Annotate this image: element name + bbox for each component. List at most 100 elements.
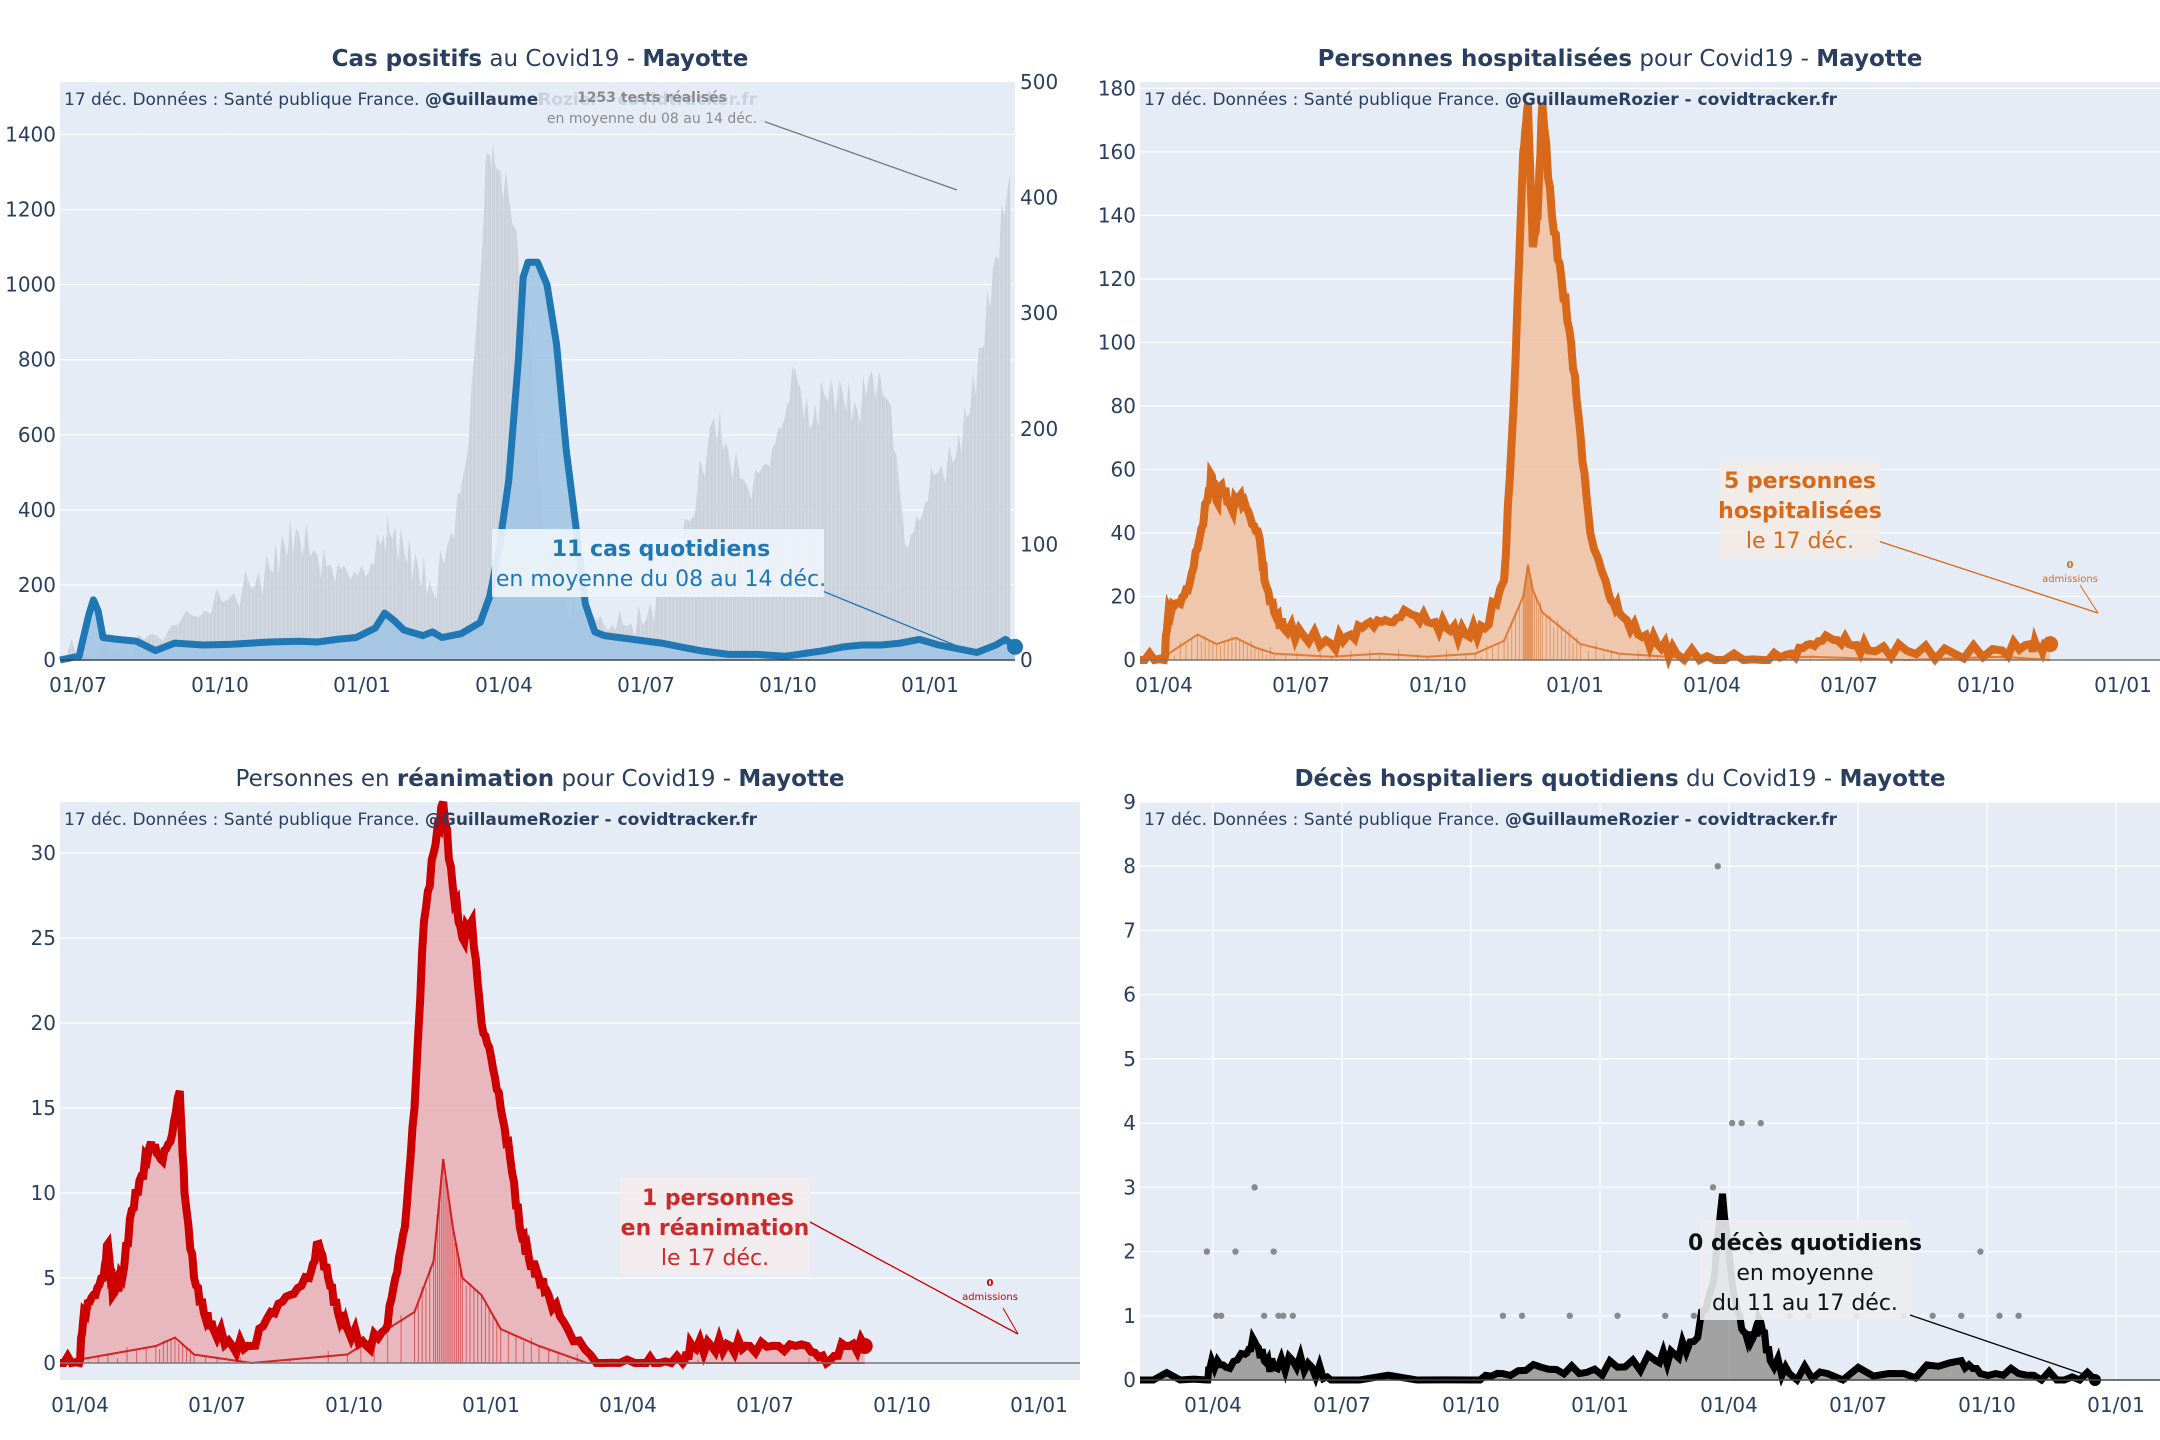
- x-tick-label: 01/04: [1135, 673, 1193, 697]
- cases-chart: Cas positifs au Covid19 - Mayotte 0 200 40…: [5, 46, 1058, 697]
- y-tick-label: 160: [1098, 140, 1136, 164]
- source-note: 17 déc. Données : Santé publique France.…: [1144, 90, 1838, 110]
- deaths-daily-dot: [1251, 1184, 1258, 1191]
- plot-area: [1140, 82, 2160, 660]
- rea-chart: Personnes en réanimation pour Covid19 - …: [31, 766, 1080, 1417]
- rea-admissions-label: admissions: [962, 1292, 1018, 1303]
- x-axis: 01/07 01/10 01/01 01/04 01/07 01/10 01/01: [49, 673, 959, 697]
- x-tick-label: 01/04: [1184, 1393, 1242, 1417]
- y-tick-label: 1000: [5, 273, 56, 297]
- rea-admissions-value: 0: [987, 1278, 994, 1289]
- y-axis: 0 20 40 60 80 100 120 140 160 180: [1098, 76, 1136, 672]
- x-tick-label: 01/01: [1546, 673, 1604, 697]
- y-tick-label: 100: [1098, 330, 1136, 354]
- rea-admissions-arrow: [1002, 1307, 1019, 1335]
- hosp-last-point: [2042, 636, 2059, 653]
- source-note: 17 déc. Données : Santé publique France.…: [64, 810, 758, 830]
- x-tick-label: 01/07: [1313, 1393, 1371, 1417]
- x-tick-label: 01/04: [599, 1393, 657, 1417]
- x-tick-label: 01/10: [191, 673, 249, 697]
- cases-last-point: [1007, 638, 1023, 655]
- x-axis: 01/04 01/07 01/10 01/01 01/04 01/07 01/10 01/01: [1184, 1393, 2145, 1417]
- deaths-daily-dot: [1662, 1312, 1669, 1319]
- chart-title: Personnes hospitalisées pour Covid19 - M…: [1318, 46, 1923, 72]
- x-tick-label: 01/04: [1700, 1393, 1758, 1417]
- deaths-daily-dot: [1203, 1248, 1211, 1255]
- deaths-daily-dot: [1738, 1119, 1745, 1127]
- tests-annotation-arrow: [759, 119, 958, 191]
- x-tick-label: 01/07: [1829, 1393, 1887, 1417]
- x-tick-label: 01/10: [1409, 673, 1467, 697]
- y-tick-label: 5: [43, 1266, 56, 1290]
- x-tick-label: 01/01: [901, 673, 959, 697]
- hosp-admissions-label: admissions: [2042, 574, 2098, 585]
- y-tick-label: 40: [1111, 521, 1136, 545]
- hosp-admissions-value: 0: [2067, 560, 2074, 571]
- deaths-daily-dot: [1977, 1248, 1984, 1255]
- series-layer: [1139, 103, 2160, 670]
- x-tick-label: 01/07: [617, 673, 675, 697]
- y-tick-label: 60: [1111, 457, 1136, 481]
- x-tick-label: 01/01: [2094, 673, 2152, 697]
- y-tick-label: 9: [1123, 790, 1136, 814]
- y-axis-left: 0 200 400 600 800 1000 1200 1400: [5, 123, 56, 672]
- cases-area: [60, 262, 1015, 660]
- cases-annotation-text: en moyenne du 08 au 14 déc.: [496, 567, 826, 592]
- deaths-annotation-arrow: [1909, 1314, 2096, 1379]
- tests-annotation-title: 1253 tests réalisés: [577, 90, 727, 106]
- y-axis-right: 0 100 200 300 400 500: [1020, 70, 1058, 672]
- rea-area: [60, 802, 865, 1363]
- rea-admissions-line: [59, 1158, 865, 1365]
- y-tick-label: 200: [18, 573, 56, 597]
- hosp-annotation-arrow: [1874, 539, 2099, 614]
- deaths-daily-dot: [1280, 1312, 1287, 1319]
- x-tick-label: 01/01: [333, 673, 391, 697]
- x-tick-label: 01/07: [1272, 673, 1330, 697]
- x-tick-label: 01/01: [462, 1393, 520, 1417]
- deaths-annotation-l2: en moyenne: [1736, 1261, 1873, 1286]
- y-tick-label: 500: [1020, 70, 1058, 94]
- x-tick-label: 01/04: [475, 673, 533, 697]
- hosp-line: [1140, 103, 2052, 670]
- series-layer: [59, 800, 1080, 1370]
- rea-annotation-l2: en réanimation: [621, 1216, 810, 1241]
- chart-title: Personnes en réanimation pour Covid19 - …: [236, 766, 845, 792]
- hosp-annotation-l3: le 17 déc.: [1746, 529, 1854, 554]
- y-tick-label: 800: [18, 348, 56, 372]
- y-tick-label: 10: [31, 1181, 56, 1205]
- deaths-daily-dot: [1499, 1312, 1507, 1319]
- x-tick-label: 01/07: [188, 1393, 246, 1417]
- y-tick-label: 20: [31, 1011, 56, 1035]
- y-tick-label: 400: [1020, 186, 1058, 210]
- chart-title: Cas positifs au Covid19 - Mayotte: [332, 46, 749, 72]
- cases-annotation-box: [492, 529, 824, 597]
- hosp-annotation-l2: hospitalisées: [1718, 499, 1882, 524]
- x-tick-label: 01/10: [1958, 1393, 2016, 1417]
- y-tick-label: 30: [31, 841, 56, 865]
- y-tick-label: 200: [1020, 417, 1058, 441]
- deaths-daily-dot: [2015, 1312, 2022, 1319]
- y-tick-label: 1400: [5, 123, 56, 147]
- y-tick-label: 4: [1123, 1111, 1136, 1135]
- deaths-daily-dot: [1260, 1312, 1268, 1319]
- deaths-annotation-l1: 0 décès quotidiens: [1688, 1231, 1922, 1256]
- deaths-line: [1140, 1193, 2098, 1388]
- y-tick-label: 0: [1123, 1368, 1136, 1392]
- x-tick-label: 01/04: [1683, 673, 1741, 697]
- y-tick-label: 8: [1123, 854, 1136, 878]
- deaths-daily-dot: [1714, 863, 1721, 870]
- title-rest: au Covid19 -: [482, 46, 642, 72]
- cases-annotation-title: 11 cas quotidiens: [552, 537, 770, 562]
- deaths-daily-dot: [1728, 1119, 1736, 1127]
- rea-annotation-l3: le 17 déc.: [661, 1246, 769, 1271]
- y-tick-label: 15: [31, 1096, 56, 1120]
- rea-annotation-arrow: [809, 1221, 1019, 1335]
- deaths-daily-dot: [1996, 1312, 2003, 1319]
- rea-annotation-l1: 1 personnes: [642, 1186, 794, 1211]
- deaths-annotation-box: [1700, 1220, 1910, 1320]
- x-tick-label: 01/07: [49, 673, 107, 697]
- y-tick-label: 0: [43, 648, 56, 672]
- x-axis: 01/04 01/07 01/10 01/01 01/04 01/07 01/10 01/01: [1135, 673, 2152, 697]
- y-tick-label: 180: [1098, 76, 1136, 100]
- x-tick-label: 01/10: [873, 1393, 931, 1417]
